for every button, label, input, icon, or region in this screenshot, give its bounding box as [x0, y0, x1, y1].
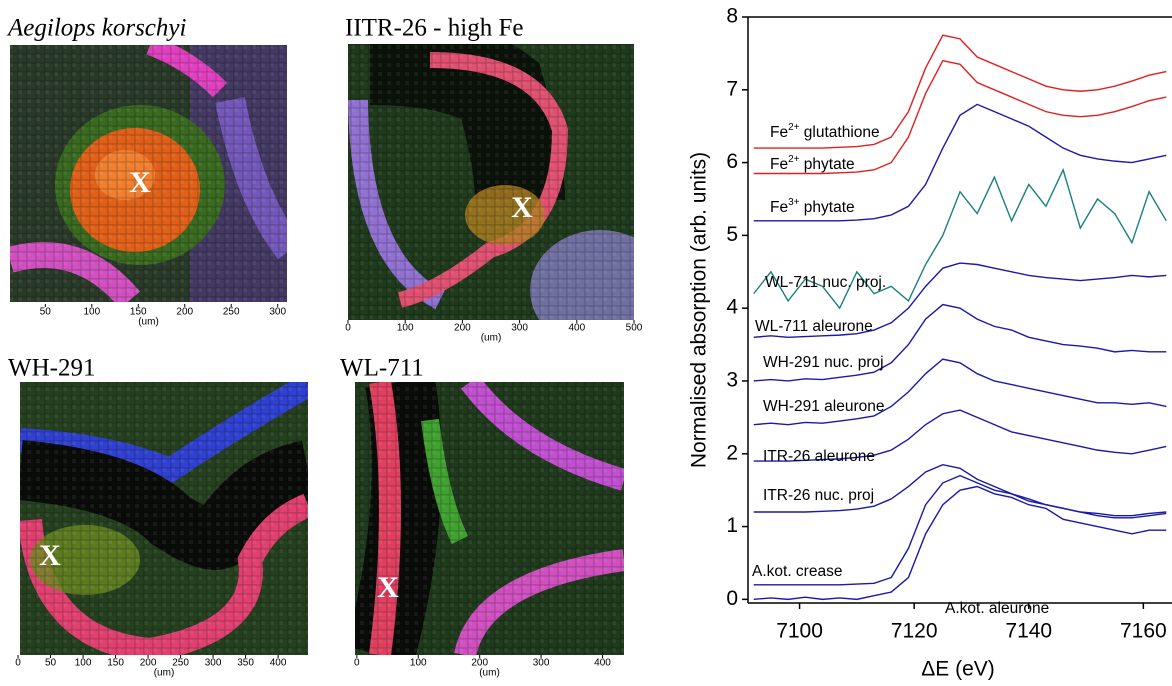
image-tick-label: 200	[176, 307, 193, 318]
label-part: glutathione	[800, 124, 880, 141]
y-tick-label: 4	[726, 296, 738, 319]
image-tick-label: 0	[15, 658, 21, 669]
x-tick-label: 7120	[891, 620, 938, 643]
x-axis-label: ΔE (eV)	[921, 658, 995, 681]
series-label: Fe2+ glutathione	[770, 122, 880, 141]
image-axis-label: (um)	[138, 317, 159, 328]
label-part: 2+	[788, 154, 800, 165]
spectrum-line	[753, 358, 1167, 426]
map-image	[348, 44, 634, 320]
spectrum-line	[753, 34, 1167, 149]
image-tick-label: 400	[270, 658, 287, 669]
spectrum-line	[753, 303, 1167, 382]
map-image	[20, 382, 308, 655]
y-tick-label: 1	[726, 514, 738, 537]
series-label: Fe3+ phytate	[770, 197, 855, 216]
series-label: ITR-26 nuc. proj	[763, 487, 874, 504]
series-label: WH-291 aleurone	[763, 398, 884, 415]
image-shape	[348, 44, 634, 320]
image-shape	[20, 382, 308, 655]
series-label: ITR-26 aleurone	[763, 448, 875, 465]
image-tick-label: 200	[471, 658, 488, 669]
image-axis-label: (um)	[479, 668, 500, 679]
panel-title: IITR-26 - high Fe	[345, 15, 523, 42]
image-tick-label: 100	[410, 658, 427, 669]
location-marker: X	[39, 539, 61, 572]
image-tick-label: 250	[172, 658, 189, 669]
image-tick-label: 150	[130, 307, 147, 318]
image-tick-label: 100	[75, 658, 92, 669]
spectrum-line	[753, 103, 1167, 222]
y-tick-label: 3	[726, 369, 738, 392]
panel-title: WH-291	[8, 355, 95, 382]
x-tick-label: 7160	[1120, 620, 1167, 643]
label-part: 2+	[788, 122, 800, 133]
image-tick-label: 400	[594, 658, 611, 669]
panel-title: WL-711	[340, 355, 424, 382]
image-tick-label: 50	[45, 658, 57, 669]
map-image	[10, 45, 287, 302]
spectrum-line	[753, 485, 1167, 601]
y-tick-label: 2	[726, 441, 738, 464]
image-tick-label: 350	[237, 658, 254, 669]
label-part: Fe	[770, 124, 788, 141]
image-axis-label: (um)	[481, 333, 502, 344]
image-tick-label: 0	[345, 323, 351, 334]
label-part: phytate	[800, 156, 855, 173]
y-tick-label: 0	[726, 587, 738, 610]
series-label: WL-711 nuc. proj.	[765, 274, 886, 291]
spectrum-line	[753, 474, 1167, 586]
panel-title: Aegilops korschyi	[6, 15, 186, 42]
x-tick-label: 7140	[1005, 620, 1052, 643]
location-marker: X	[511, 191, 533, 224]
spectrum-line	[753, 463, 1167, 517]
image-tick-label: 100	[397, 323, 414, 334]
image-tick-label: 400	[568, 323, 585, 334]
image-tick-label: 200	[140, 658, 157, 669]
y-tick-label: 8	[726, 5, 738, 28]
image-tick-label: 0	[354, 658, 360, 669]
image-axis-label: (um)	[154, 668, 175, 679]
spectrum-line	[753, 59, 1167, 175]
y-tick-label: 5	[726, 223, 738, 246]
y-tick-label: 7	[726, 77, 738, 100]
location-marker: X	[377, 571, 399, 604]
series-label: A.kot. crease	[752, 563, 842, 580]
image-tick-label: 250	[223, 307, 240, 318]
spectrum-line	[753, 167, 1167, 310]
image-tick-label: 300	[205, 658, 222, 669]
map-image	[355, 382, 624, 655]
series-label: Fe2+ phytate	[770, 154, 855, 173]
location-marker: X	[129, 166, 151, 199]
image-tick-label: 300	[533, 658, 550, 669]
series-label: A.kot. aleurone	[945, 600, 1049, 617]
label-part: 3+	[788, 197, 800, 208]
series-label: WH-291 nuc. proj	[763, 354, 884, 371]
image-tick-label: 200	[454, 323, 471, 334]
y-tick-label: 6	[726, 150, 738, 173]
image-shape	[10, 45, 287, 302]
image-shape	[355, 382, 624, 655]
image-tick-label: 300	[511, 323, 528, 334]
image-tick-label: 100	[83, 307, 100, 318]
spectrum-line	[753, 262, 1167, 338]
image-tick-label: 150	[107, 658, 124, 669]
spectrum-line	[753, 409, 1167, 462]
x-tick-label: 7100	[776, 620, 823, 643]
label-part: Fe	[770, 199, 788, 216]
label-part: phytate	[800, 199, 855, 216]
image-tick-label: 500	[626, 323, 643, 334]
y-axis-label: Normalised absorption (arb. units)	[688, 152, 711, 468]
image-tick-label: 300	[269, 307, 286, 318]
image-tick-label: 50	[40, 307, 52, 318]
series-label: WL-711 aleurone	[755, 318, 873, 335]
label-part: Fe	[770, 156, 788, 173]
